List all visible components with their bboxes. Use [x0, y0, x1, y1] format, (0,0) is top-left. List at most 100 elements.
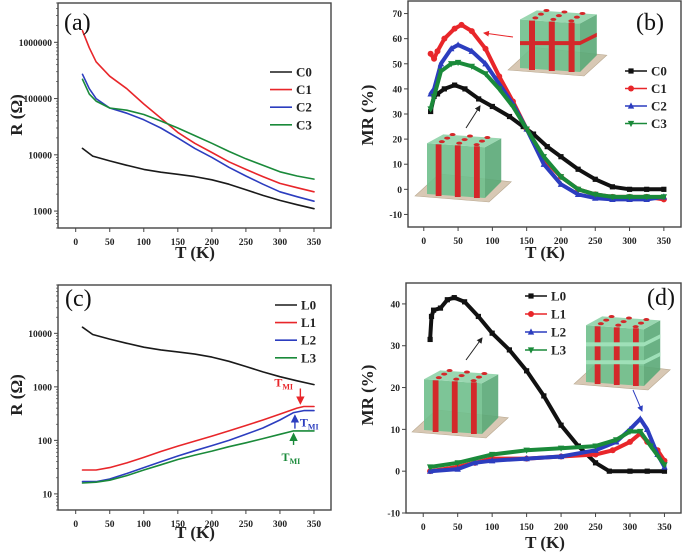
data-point-C3 [592, 191, 599, 198]
data-point-C2 [468, 47, 475, 54]
data-point-L0 [428, 313, 435, 320]
data-point-C0 [544, 144, 550, 150]
pillar-top-icon [466, 134, 473, 138]
data-point-L3 [592, 443, 599, 450]
x-tick-label: 350 [657, 237, 672, 247]
data-point-C0 [476, 96, 482, 102]
data-point-C2 [437, 60, 445, 67]
data-point-C3 [509, 103, 517, 111]
pillar-top-icon [441, 372, 448, 376]
charts-layer: 0 50 100 150 200 250 300 3501000100001000001000… [7, 0, 682, 552]
pillar-icon [613, 327, 620, 385]
y-tick-label: 40 [391, 300, 401, 310]
data-point-L3 [661, 462, 668, 469]
legend-marker-C3 [627, 120, 635, 128]
x-tick-label: 250 [588, 237, 603, 247]
y-tick-label: 0 [397, 186, 402, 196]
data-point-C1 [427, 50, 434, 57]
series-line-C3 [428, 60, 666, 199]
data-point-L3 [613, 437, 620, 444]
data-point-C0 [441, 86, 447, 92]
pillar-top-icon [643, 318, 650, 322]
annotation-text: T [274, 375, 282, 389]
data-point-L0 [541, 393, 547, 399]
annotation-subscript: MI [308, 423, 319, 432]
pillar-top-icon [470, 379, 477, 383]
pillar-top-icon [453, 377, 460, 381]
cube-side-face [482, 374, 499, 434]
data-point-C3 [540, 154, 548, 161]
data-point-L0 [427, 336, 433, 343]
y-tick-label: 0 [395, 468, 400, 478]
data-point-L0 [524, 368, 530, 374]
data-point-C1 [468, 28, 475, 35]
legend-marker-L1 [528, 311, 534, 317]
data-point-C0 [452, 82, 458, 88]
data-point-C0 [661, 186, 667, 192]
chart-panel-d: 0 50 100 150 200 250 300 350 -10 0 10 20 30 40 T (K) MR… [358, 282, 682, 552]
layer-slab-icon [586, 342, 644, 347]
y-tick-label: 1000 [33, 208, 52, 218]
y-axis-label: R (Ω) [7, 374, 26, 415]
data-point-C0 [575, 166, 581, 172]
y-tick-label: 50 [393, 60, 403, 70]
series-line-L2 [81, 409, 315, 483]
pillar-top-icon [532, 16, 539, 20]
pillar-top-icon [632, 325, 639, 329]
data-point-L3 [454, 460, 461, 467]
data-point-C3 [437, 68, 445, 75]
data-point-L3 [488, 451, 496, 459]
pillar-top-icon [444, 136, 451, 140]
data-point-L2 [454, 465, 461, 472]
pillar-icon [473, 146, 480, 198]
legend-label-L0: L0 [301, 298, 316, 313]
data-point-C0 [592, 176, 598, 182]
data-point-L0 [489, 330, 495, 336]
data-point-C3 [496, 86, 503, 93]
data-point-L2 [637, 415, 644, 422]
annotation-subscript: MI [290, 457, 301, 466]
x-tick-label: 150 [520, 237, 535, 247]
annotation-tmi: TMI [300, 416, 319, 432]
x-tick-label: 250 [239, 520, 254, 530]
pillar-top-icon [597, 322, 604, 326]
data-point-C1 [458, 21, 465, 28]
data-point-C2 [482, 60, 489, 67]
pillar-icon [454, 145, 461, 197]
pillar-top-icon [435, 376, 442, 380]
x-tick-label: 0 [421, 523, 426, 533]
horizontal-band-icon [580, 32, 597, 46]
x-tick-label: 200 [554, 237, 569, 247]
y-tick-label: 10 [43, 490, 53, 500]
data-point-C3 [660, 194, 668, 201]
legend-label-C0: C0 [651, 64, 667, 79]
x-tick-label: 0 [421, 237, 426, 247]
data-point-C3 [609, 194, 616, 201]
series-line-L0 [81, 326, 315, 386]
data-point-C1 [496, 73, 503, 80]
data-point-C3 [468, 63, 475, 70]
pillar-top-icon [579, 11, 586, 15]
y-tick-label: 1000000 [19, 39, 53, 49]
data-point-C3 [626, 194, 633, 201]
pillar-top-icon [608, 315, 615, 319]
pillar-top-icon [461, 138, 468, 142]
y-tick-label: 30 [391, 342, 401, 352]
data-point-C3 [427, 106, 434, 113]
data-point-C2 [540, 160, 548, 167]
x-axis-label: T (K) [525, 533, 565, 552]
legend-label-L2: L2 [551, 325, 566, 340]
y-axis-label: MR (%) [358, 365, 377, 426]
series-line-C1 [81, 29, 315, 193]
legend-label-L2: L2 [301, 333, 316, 348]
pillar-top-icon [561, 10, 568, 14]
inset-cube-crossed [507, 8, 608, 77]
panel-label: (a) [64, 10, 91, 36]
x-axis-label: T (K) [175, 523, 215, 542]
data-point-C3 [430, 93, 438, 101]
pillar-icon [529, 20, 535, 71]
data-point-C0 [644, 186, 650, 192]
pillar-top-icon [550, 17, 557, 21]
panel-label: (d) [647, 285, 675, 311]
